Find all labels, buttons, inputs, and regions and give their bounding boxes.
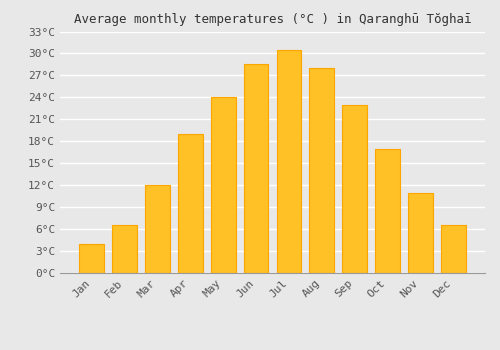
Bar [178, 134, 203, 273]
Bar [441, 225, 466, 273]
Title: Average monthly temperatures (°C ) in Qaranghū Tŏghaī: Average monthly temperatures (°C ) in Qa… [74, 13, 471, 26]
Bar [80, 244, 104, 273]
Bar [310, 68, 334, 273]
Bar [408, 193, 433, 273]
Bar [211, 97, 236, 273]
Bar [376, 149, 400, 273]
Bar [276, 50, 301, 273]
Bar [244, 64, 268, 273]
Bar [112, 225, 137, 273]
Bar [342, 105, 367, 273]
Bar [145, 185, 170, 273]
